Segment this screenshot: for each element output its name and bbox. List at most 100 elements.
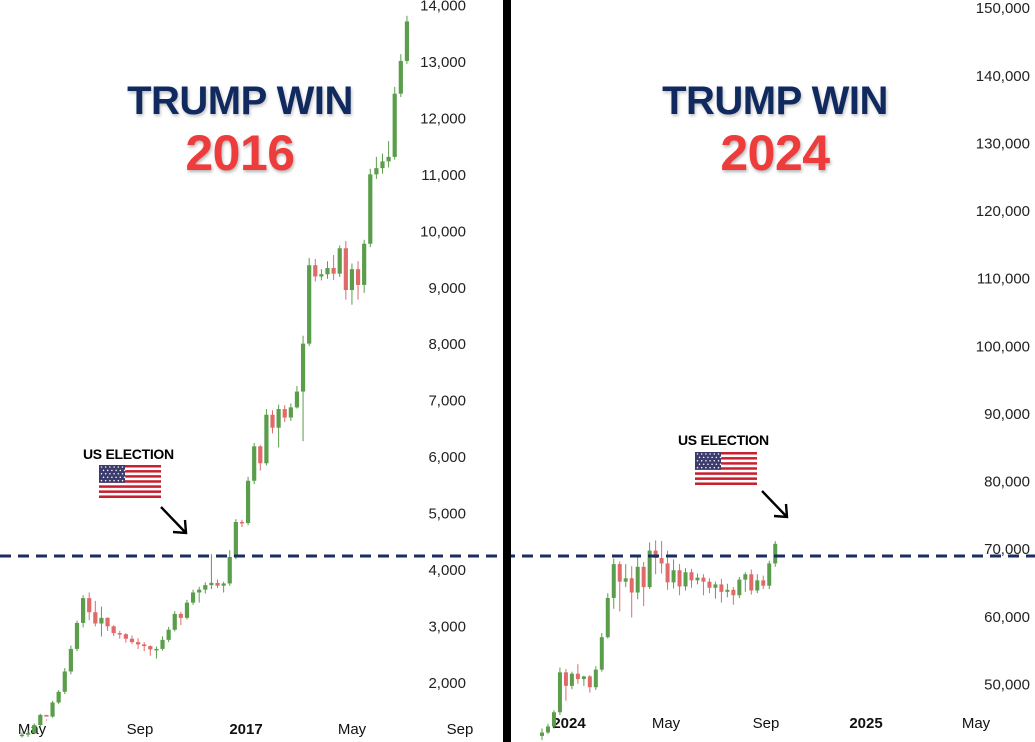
left-candle bbox=[87, 598, 92, 613]
right-candle bbox=[761, 580, 766, 586]
left-candle bbox=[331, 268, 336, 274]
right-subtitle-year: 2024 bbox=[720, 125, 830, 181]
right-candle bbox=[611, 564, 616, 598]
left-candle bbox=[160, 639, 165, 649]
left-candle bbox=[154, 648, 159, 651]
right-y-tick-label: 100,000 bbox=[976, 338, 1030, 355]
left-candle bbox=[362, 243, 367, 285]
left-y-tick-label: 14,000 bbox=[420, 0, 466, 15]
right-candle bbox=[719, 584, 724, 592]
left-x-tick-label: Sep bbox=[127, 721, 154, 738]
left-x-tick-label: Sep bbox=[447, 721, 474, 738]
right-candle bbox=[701, 577, 706, 582]
left-candle bbox=[368, 174, 373, 244]
left-candle bbox=[282, 409, 287, 418]
right-candle bbox=[749, 574, 754, 591]
right-election-label: US ELECTION bbox=[678, 432, 769, 448]
right-candle bbox=[540, 732, 544, 736]
right-y-tick-label: 60,000 bbox=[984, 609, 1030, 626]
left-candle bbox=[239, 521, 245, 524]
right-candle bbox=[677, 570, 682, 587]
right-candle bbox=[707, 581, 712, 588]
left-candle bbox=[93, 612, 98, 624]
right-candle bbox=[641, 566, 646, 588]
right-y-tick-label: 120,000 bbox=[976, 203, 1030, 220]
left-candle bbox=[135, 642, 141, 645]
right-candle bbox=[593, 669, 598, 688]
left-candle bbox=[142, 644, 147, 647]
right-x-tick-label: 2025 bbox=[849, 715, 882, 732]
left-candle bbox=[343, 248, 348, 291]
left-candle bbox=[245, 480, 251, 524]
right-candle bbox=[695, 577, 700, 581]
left-us-flag-icon bbox=[99, 465, 161, 498]
left-candle bbox=[294, 391, 300, 408]
left-candle bbox=[26, 732, 31, 735]
right-candle bbox=[587, 676, 592, 688]
left-y-tick-label: 8,000 bbox=[428, 336, 466, 353]
left-candle bbox=[307, 265, 312, 344]
left-candle bbox=[105, 617, 110, 627]
left-y-tick-label: 5,000 bbox=[428, 505, 466, 522]
right-candle bbox=[731, 589, 736, 596]
right-chart-title: TRUMP WIN 2024 bbox=[595, 78, 955, 182]
left-y-tick-label: 2,000 bbox=[428, 675, 466, 692]
right-candle bbox=[563, 672, 568, 686]
right-x-tick-label: 2024 bbox=[552, 715, 586, 732]
right-candle bbox=[773, 543, 778, 564]
right-candle bbox=[647, 550, 652, 588]
left-candle bbox=[325, 268, 330, 275]
left-y-tick-label: 10,000 bbox=[420, 223, 466, 240]
right-candle bbox=[569, 673, 574, 686]
right-candle bbox=[755, 580, 760, 591]
left-candle bbox=[99, 617, 104, 624]
right-candle bbox=[575, 673, 580, 680]
right-x-tick-label: Sep bbox=[753, 715, 780, 732]
left-candle bbox=[148, 646, 153, 650]
left-candle bbox=[32, 725, 37, 733]
right-candle bbox=[737, 579, 742, 596]
right-y-tick-label: 130,000 bbox=[976, 135, 1030, 152]
right-y-tick-label: 90,000 bbox=[984, 406, 1030, 423]
left-y-tick-label: 7,000 bbox=[428, 393, 466, 410]
left-candle bbox=[392, 93, 397, 157]
left-candle bbox=[404, 21, 410, 61]
left-candle bbox=[209, 582, 214, 586]
left-candle bbox=[203, 585, 208, 590]
right-y-tick-label: 50,000 bbox=[984, 677, 1030, 694]
right-candle bbox=[713, 584, 718, 588]
right-candle bbox=[689, 572, 694, 581]
left-candle bbox=[190, 592, 196, 603]
right-y-tick-label: 140,000 bbox=[976, 68, 1030, 85]
right-candle bbox=[581, 676, 586, 680]
right-y-tick-label: 150,000 bbox=[976, 0, 1030, 17]
right-x-tick-label: May bbox=[652, 715, 681, 732]
right-y-tick-label: 110,000 bbox=[977, 271, 1030, 288]
left-arrow-icon bbox=[160, 506, 188, 535]
right-candle bbox=[659, 558, 664, 564]
left-candle bbox=[123, 634, 128, 639]
left-subtitle-year: 2016 bbox=[185, 125, 295, 181]
right-candle bbox=[743, 574, 748, 580]
panel-divider bbox=[503, 0, 511, 742]
right-arrow-icon bbox=[761, 490, 789, 519]
left-candle bbox=[56, 691, 61, 703]
left-candle bbox=[258, 446, 263, 464]
left-y-tick-label: 11,000 bbox=[421, 167, 466, 184]
right-title-line: TRUMP WIN bbox=[662, 79, 888, 123]
right-candle bbox=[629, 578, 634, 593]
left-candle bbox=[270, 414, 275, 428]
left-candle bbox=[38, 714, 43, 726]
right-candle bbox=[665, 563, 670, 583]
right-candle bbox=[551, 712, 556, 727]
left-candle bbox=[227, 556, 232, 584]
left-candle bbox=[117, 633, 122, 635]
left-candle bbox=[398, 60, 403, 94]
left-candle bbox=[81, 598, 86, 623]
left-candle bbox=[166, 629, 171, 640]
left-y-tick-label: 12,000 bbox=[420, 110, 466, 127]
left-y-tick-label: 13,000 bbox=[420, 54, 466, 71]
left-y-tick-label: 9,000 bbox=[428, 280, 466, 297]
right-candle bbox=[671, 570, 676, 583]
right-candle bbox=[623, 578, 628, 582]
